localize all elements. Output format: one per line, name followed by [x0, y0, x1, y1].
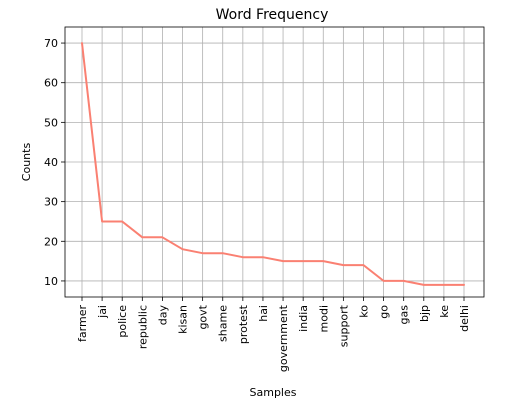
x-axis-label: Samples [250, 386, 297, 399]
x-tick-label: delhi [458, 305, 471, 332]
x-tick-label: ke [438, 305, 451, 318]
x-tick-label: bjp [418, 305, 431, 322]
x-tick-label: hai [257, 305, 270, 322]
data-point [322, 260, 324, 262]
y-tick-label: 10 [44, 275, 58, 288]
data-point [463, 284, 465, 286]
series-frequency [81, 42, 465, 286]
data-point [262, 256, 264, 258]
data-point [242, 256, 244, 258]
x-tick-label: modi [317, 305, 330, 332]
x-axis-ticks: farmer jai police republic day kisan govt shame… [76, 297, 471, 372]
y-tick-label: 60 [44, 77, 58, 90]
x-tick-label: ko [357, 305, 370, 318]
x-tick-label: govt [197, 304, 210, 329]
series-line [81, 42, 465, 286]
x-tick-label: government [277, 304, 290, 372]
data-point [423, 284, 425, 286]
data-point [182, 248, 184, 250]
data-point [202, 252, 204, 254]
data-point [161, 236, 163, 238]
x-tick-label: day [156, 305, 169, 326]
x-tick-label: police [116, 305, 129, 338]
x-tick-label: gas [398, 305, 411, 325]
data-point [121, 220, 123, 222]
x-tick-label: jai [96, 305, 109, 319]
data-point [362, 264, 364, 266]
data-point [302, 260, 304, 262]
x-tick-label: shame [217, 305, 230, 342]
chart-title: Word Frequency [216, 7, 329, 23]
data-point [81, 42, 83, 44]
data-point [141, 236, 143, 238]
y-axis-label: Counts [20, 143, 33, 182]
grid-lines [65, 27, 484, 297]
x-tick-label: kisan [177, 305, 190, 334]
data-point [222, 252, 224, 254]
x-tick-label: go [378, 305, 391, 319]
y-axis-ticks: 10 20 30 40 50 60 70 [44, 37, 65, 288]
data-point [383, 280, 385, 282]
x-tick-label: republic [136, 305, 149, 349]
y-tick-label: 30 [44, 196, 58, 209]
y-tick-label: 40 [44, 156, 58, 169]
data-point [342, 264, 344, 266]
x-tick-label: india [297, 305, 310, 332]
data-point [443, 284, 445, 286]
x-tick-label: protest [237, 304, 250, 344]
x-tick-label: farmer [76, 305, 89, 342]
x-tick-label: support [337, 304, 350, 347]
y-tick-label: 50 [44, 116, 58, 129]
y-tick-label: 20 [44, 235, 58, 248]
y-tick-label: 70 [44, 37, 58, 50]
plot-frame [64, 26, 485, 298]
data-point [282, 260, 284, 262]
data-point [101, 220, 103, 222]
data-point [403, 280, 405, 282]
